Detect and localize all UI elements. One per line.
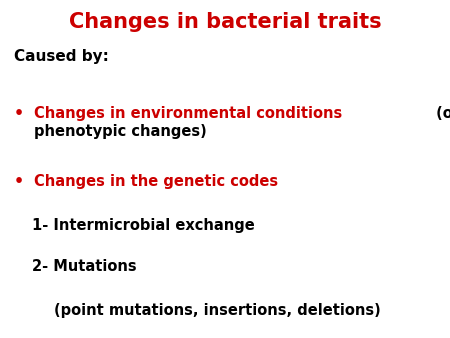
Text: Changes in bacterial traits: Changes in bacterial traits <box>69 12 381 32</box>
Text: Changes in environmental conditions: Changes in environmental conditions <box>34 106 342 121</box>
Text: 1- Intermicrobial exchange: 1- Intermicrobial exchange <box>32 218 254 233</box>
Text: phenotypic changes): phenotypic changes) <box>34 124 207 139</box>
Text: (only: (only <box>432 106 450 121</box>
Text: 2- Mutations: 2- Mutations <box>32 259 136 273</box>
Text: Caused by:: Caused by: <box>14 49 108 64</box>
Text: Changes in the genetic codes: Changes in the genetic codes <box>34 174 278 189</box>
Text: •: • <box>14 106 23 121</box>
Text: •: • <box>14 174 23 189</box>
Text: (point mutations, insertions, deletions): (point mutations, insertions, deletions) <box>54 303 381 317</box>
